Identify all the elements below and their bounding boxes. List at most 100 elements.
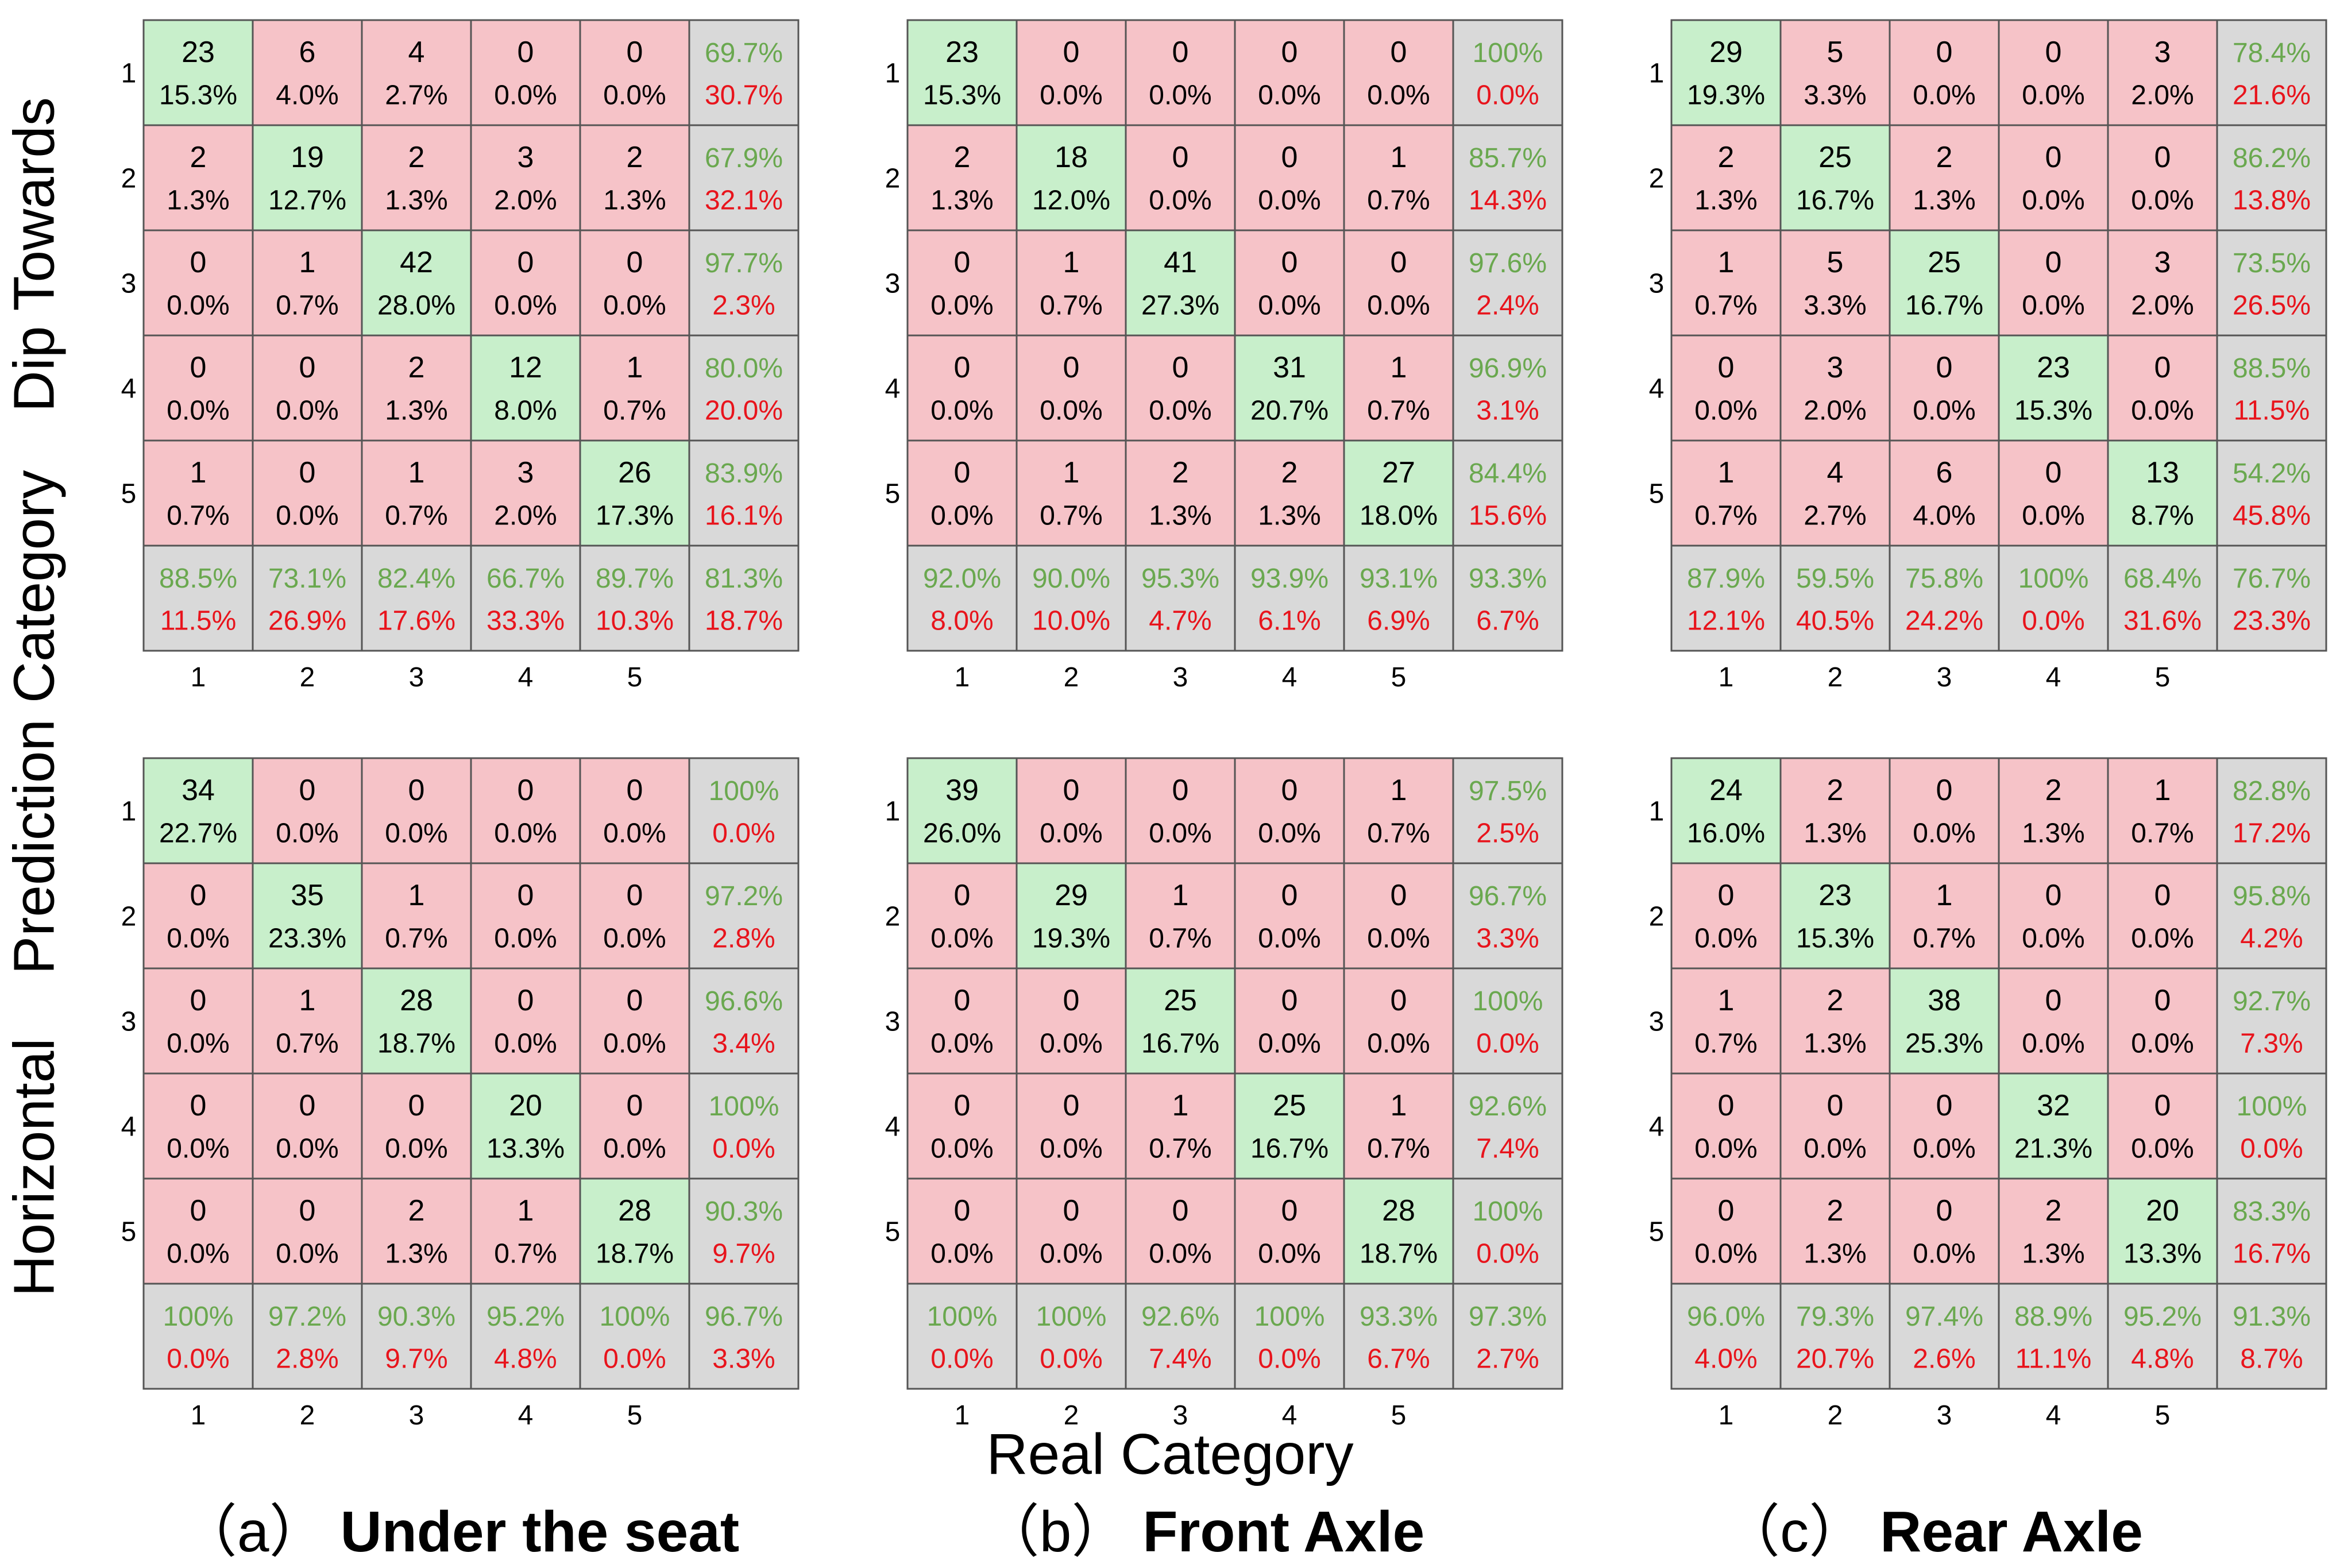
cell-count-label: 0	[954, 984, 971, 1017]
cell-count-label: 2	[408, 351, 425, 384]
matrix-cell	[1452, 967, 1563, 1075]
cell-percent-label: 0.0%	[930, 290, 993, 320]
cell-percent-label: 0.0%	[930, 395, 993, 426]
summary-accuracy-label: 79.3%	[1796, 1301, 1874, 1332]
matrix-cell	[1670, 124, 1782, 231]
cell-percent-label: 0.0%	[1694, 1133, 1757, 1164]
cell-percent-label: 0.0%	[276, 1238, 338, 1269]
cell-percent-label: 0.0%	[1258, 290, 1320, 320]
x-axis-label-real-category: Real Category	[986, 1422, 1354, 1486]
cell-percent-label: 0.0%	[167, 395, 229, 426]
cell-count-label: 0	[1063, 774, 1080, 807]
matrix-cell	[906, 967, 1018, 1075]
cell-percent-label: 13.3%	[486, 1133, 565, 1164]
col-tick-label: 4	[2046, 1400, 2061, 1431]
row-tick-label: 5	[1649, 479, 1665, 509]
caption-b: （b） Front Axle	[982, 1485, 1424, 1568]
cell-percent-label: 0.0%	[1913, 395, 1975, 426]
summary-accuracy-label: 95.2%	[486, 1301, 565, 1332]
cell-count-label: 0	[518, 984, 534, 1017]
cell-percent-label: 0.7%	[603, 395, 666, 426]
cell-count-label: 0	[1063, 351, 1080, 384]
summary-error-label: 14.3%	[1469, 185, 1547, 215]
cell-percent-label: 2.0%	[2131, 290, 2194, 320]
cell-percent-label: 0.0%	[2022, 80, 2084, 110]
matrix-cell	[2107, 1072, 2218, 1180]
summary-error-label: 6.9%	[1367, 605, 1430, 636]
summary-accuracy-label: 90.0%	[1032, 563, 1110, 594]
cell-percent-label: 1.3%	[1913, 185, 1975, 215]
cell-count-label: 0	[190, 351, 207, 384]
summary-error-label: 4.8%	[2131, 1343, 2194, 1374]
cell-count-label: 6	[1936, 456, 1953, 489]
cell-percent-label: 0.0%	[2022, 923, 2084, 953]
summary-accuracy-label: 59.5%	[1796, 563, 1874, 594]
cell-count-label: 0	[2154, 984, 2171, 1017]
cell-percent-label: 3.3%	[1804, 290, 1866, 320]
summary-error-label: 3.4%	[712, 1028, 775, 1059]
matrix-cell	[579, 229, 690, 337]
summary-accuracy-label: 95.8%	[2233, 881, 2311, 912]
confusion-matrix-panel-4: 3422.7%00.0%00.0%00.0%00.0%100%0.0%00.0%…	[121, 757, 800, 1431]
col-tick-label: 5	[627, 662, 643, 693]
row-tick-label: 4	[121, 374, 137, 404]
matrix-cell	[361, 334, 472, 442]
summary-error-label: 31.6%	[2123, 605, 2202, 636]
matrix-cell	[1125, 757, 1236, 864]
summary-accuracy-label: 100%	[1036, 1301, 1107, 1332]
row-tick-label: 5	[885, 1217, 901, 1248]
cell-percent-label: 0.0%	[1258, 818, 1320, 848]
cell-count-label: 0	[1936, 351, 1953, 384]
summary-accuracy-label: 97.2%	[705, 881, 783, 912]
cell-percent-label: 1.3%	[1804, 818, 1866, 848]
cell-count-label: 2	[1172, 456, 1189, 489]
col-tick-label: 2	[300, 1400, 315, 1431]
cell-count-label: 1	[1391, 774, 1407, 807]
row-tick-label: 2	[885, 902, 901, 932]
matrix-cell	[1234, 1283, 1345, 1390]
cell-count-label: 29	[1709, 36, 1743, 69]
cell-percent-label: 0.7%	[385, 923, 447, 953]
matrix-cell	[2216, 439, 2327, 547]
matrix-cell	[361, 439, 472, 547]
cell-count-label: 26	[618, 456, 651, 489]
matrix-cell	[1998, 967, 2109, 1075]
summary-error-label: 0.0%	[2240, 1133, 2303, 1164]
summary-error-label: 4.7%	[1149, 605, 1211, 636]
cell-percent-label: 0.0%	[603, 923, 666, 953]
cell-count-label: 3	[2154, 36, 2171, 69]
cell-count-label: 2	[2045, 1194, 2062, 1227]
cell-count-label: 0	[1391, 36, 1407, 69]
cell-count-label: 2	[627, 141, 643, 174]
matrix-cell	[1234, 544, 1345, 652]
matrix-cell	[470, 439, 581, 547]
cell-count-label: 0	[1063, 36, 1080, 69]
matrix-cell	[1670, 967, 1782, 1075]
summary-error-label: 6.7%	[1476, 605, 1539, 636]
matrix-cell	[1670, 1283, 1782, 1390]
summary-accuracy-label: 91.3%	[2233, 1301, 2311, 1332]
cell-percent-label: 27.3%	[1141, 290, 1219, 320]
col-tick-label: 4	[1282, 1400, 1298, 1431]
cell-percent-label: 0.0%	[930, 500, 993, 531]
matrix-cell	[1998, 1177, 2109, 1285]
cell-percent-label: 0.0%	[1149, 818, 1211, 848]
cell-count-label: 3	[1827, 351, 1844, 384]
y-axis-label-prediction-category: Prediction Category	[2, 470, 67, 975]
summary-accuracy-label: 100%	[709, 776, 779, 806]
summary-error-label: 0.0%	[1476, 1238, 1539, 1269]
cell-percent-label: 0.7%	[276, 290, 338, 320]
cell-percent-label: 8.7%	[2131, 500, 2194, 531]
col-tick-label: 2	[1828, 662, 1843, 693]
summary-error-label: 3.1%	[1476, 395, 1539, 426]
row-tick-label: 4	[885, 1112, 901, 1142]
cell-count-label: 2	[1281, 456, 1298, 489]
cell-percent-label: 18.7%	[596, 1238, 674, 1269]
cell-percent-label: 0.0%	[1258, 185, 1320, 215]
cell-count-label: 25	[1928, 246, 1961, 279]
cell-count-label: 1	[299, 984, 316, 1017]
cell-percent-label: 0.0%	[1258, 80, 1320, 110]
matrix-cell	[1670, 1177, 1782, 1285]
cell-percent-label: 0.0%	[603, 80, 666, 110]
